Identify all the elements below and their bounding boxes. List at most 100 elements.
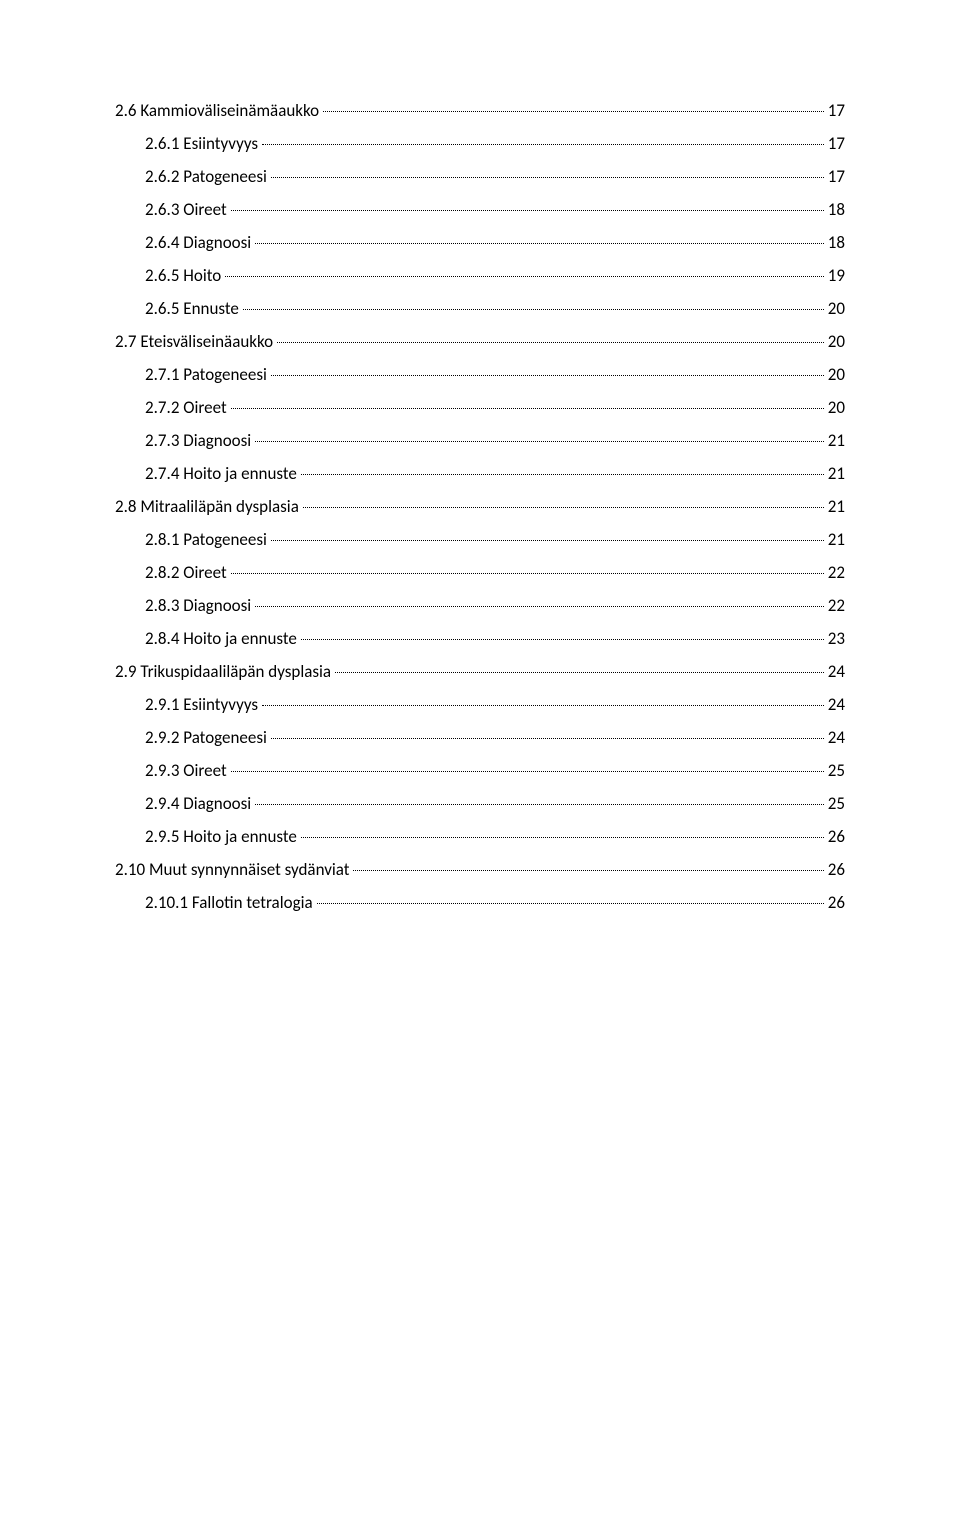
toc-entry-label: 2.7 Eteisväliseinäaukko (115, 331, 273, 352)
toc-entry-label: 2.6.5 Hoito (115, 265, 221, 286)
toc-entry: 2.6.2 Patogeneesi 17 (115, 166, 845, 187)
toc-entry-page: 21 (828, 430, 845, 451)
toc-entry: 2.6.5 Hoito 19 (115, 265, 845, 286)
toc-leader (262, 705, 824, 706)
toc-entry: 2.9.2 Patogeneesi 24 (115, 727, 845, 748)
toc-entry-label: 2.7.1 Patogeneesi (115, 364, 267, 385)
toc-entry: 2.8.4 Hoito ja ennuste 23 (115, 628, 845, 649)
toc-entry-page: 22 (828, 595, 845, 616)
toc-entry-label: 2.9.2 Patogeneesi (115, 727, 267, 748)
toc-leader (271, 375, 824, 376)
toc-entry-label: 2.7.4 Hoito ja ennuste (115, 463, 297, 484)
toc-entry-page: 18 (828, 232, 845, 253)
toc-leader (335, 672, 824, 673)
toc-leader (353, 870, 823, 871)
toc-leader (231, 210, 824, 211)
toc-entry-page: 19 (828, 265, 845, 286)
toc-entry: 2.8.3 Diagnoosi 22 (115, 595, 845, 616)
toc-entry-label: 2.9 Trikuspidaaliläpän dysplasia (115, 661, 331, 682)
toc-entry-page: 17 (828, 133, 845, 154)
toc-leader (255, 243, 824, 244)
toc-entry-page: 24 (828, 694, 845, 715)
toc-entry-page: 21 (828, 496, 845, 517)
toc-entry-page: 26 (828, 859, 845, 880)
toc-entry-page: 22 (828, 562, 845, 583)
toc-entry-page: 24 (828, 661, 845, 682)
toc-leader (303, 507, 824, 508)
toc-leader (301, 639, 824, 640)
toc-entry: 2.9.3 Oireet 25 (115, 760, 845, 781)
toc-entry-label: 2.7.3 Diagnoosi (115, 430, 251, 451)
toc-leader (301, 837, 824, 838)
toc-entry: 2.6.3 Oireet 18 (115, 199, 845, 220)
toc-leader (277, 342, 824, 343)
toc-entry-label: 2.6.2 Patogeneesi (115, 166, 267, 187)
toc-leader (317, 903, 824, 904)
toc-entry: 2.8 Mitraaliläpän dysplasia 21 (115, 496, 845, 517)
toc-leader (255, 606, 824, 607)
toc-entry: 2.8.2 Oireet 22 (115, 562, 845, 583)
toc-entry-label: 2.8.3 Diagnoosi (115, 595, 251, 616)
toc-entry-label: 2.9.1 Esiintyvyys (115, 694, 258, 715)
toc-entry-page: 25 (828, 793, 845, 814)
toc-leader (271, 738, 824, 739)
toc-leader (262, 144, 824, 145)
toc-entry-page: 21 (828, 463, 845, 484)
toc-leader (301, 474, 824, 475)
toc-entry: 2.6 Kammioväliseinämäaukko 17 (115, 100, 845, 121)
toc-entry-page: 23 (828, 628, 845, 649)
toc-leader (231, 573, 824, 574)
toc-entry-label: 2.10 Muut synnynnäiset sydänviat (115, 859, 349, 880)
toc-entry-page: 20 (828, 331, 845, 352)
toc-leader (231, 408, 824, 409)
toc-entry: 2.9.4 Diagnoosi 25 (115, 793, 845, 814)
toc-entry-page: 18 (828, 199, 845, 220)
toc-entry-label: 2.8 Mitraaliläpän dysplasia (115, 496, 299, 517)
toc-entry-label: 2.9.3 Oireet (115, 760, 227, 781)
toc-leader (271, 177, 824, 178)
toc-entry: 2.6.5 Ennuste 20 (115, 298, 845, 319)
toc-entry-page: 21 (828, 529, 845, 550)
toc-entry-page: 24 (828, 727, 845, 748)
toc-entry: 2.9 Trikuspidaaliläpän dysplasia 24 (115, 661, 845, 682)
toc-entry-label: 2.7.2 Oireet (115, 397, 227, 418)
toc-entry: 2.7.4 Hoito ja ennuste 21 (115, 463, 845, 484)
toc-entry: 2.7.3 Diagnoosi 21 (115, 430, 845, 451)
toc-leader (243, 309, 824, 310)
toc-entry-label: 2.6.5 Ennuste (115, 298, 239, 319)
toc-entry: 2.8.1 Patogeneesi 21 (115, 529, 845, 550)
toc-entry: 2.9.5 Hoito ja ennuste 26 (115, 826, 845, 847)
toc-leader (255, 804, 824, 805)
toc-leader (271, 540, 824, 541)
toc-entry: 2.7 Eteisväliseinäaukko 20 (115, 331, 845, 352)
toc-leader (323, 111, 824, 112)
toc-entry-label: 2.6 Kammioväliseinämäaukko (115, 100, 319, 121)
toc-entry-label: 2.6.1 Esiintyvyys (115, 133, 258, 154)
toc-entry-page: 26 (828, 892, 845, 913)
toc-leader (231, 771, 824, 772)
toc-entry-label: 2.9.4 Diagnoosi (115, 793, 251, 814)
toc-entry: 2.10.1 Fallotin tetralogia 26 (115, 892, 845, 913)
toc-entry-page: 20 (828, 397, 845, 418)
table-of-contents: 2.6 Kammioväliseinämäaukko172.6.1 Esiint… (115, 100, 845, 913)
toc-leader (225, 276, 824, 277)
toc-entry: 2.9.1 Esiintyvyys 24 (115, 694, 845, 715)
toc-entry-page: 20 (828, 298, 845, 319)
toc-entry-label: 2.8.4 Hoito ja ennuste (115, 628, 297, 649)
toc-entry: 2.6.4 Diagnoosi 18 (115, 232, 845, 253)
toc-entry-label: 2.9.5 Hoito ja ennuste (115, 826, 297, 847)
toc-entry-label: 2.8.2 Oireet (115, 562, 227, 583)
toc-leader (255, 441, 824, 442)
toc-entry-page: 26 (828, 826, 845, 847)
toc-entry-label: 2.8.1 Patogeneesi (115, 529, 267, 550)
toc-entry: 2.7.2 Oireet 20 (115, 397, 845, 418)
toc-entry-label: 2.6.3 Oireet (115, 199, 227, 220)
toc-entry-page: 25 (828, 760, 845, 781)
toc-entry-label: 2.10.1 Fallotin tetralogia (115, 892, 313, 913)
toc-entry: 2.10 Muut synnynnäiset sydänviat 26 (115, 859, 845, 880)
toc-entry-label: 2.6.4 Diagnoosi (115, 232, 251, 253)
toc-entry-page: 20 (828, 364, 845, 385)
toc-entry-page: 17 (828, 100, 845, 121)
toc-entry: 2.6.1 Esiintyvyys 17 (115, 133, 845, 154)
toc-entry-page: 17 (828, 166, 845, 187)
